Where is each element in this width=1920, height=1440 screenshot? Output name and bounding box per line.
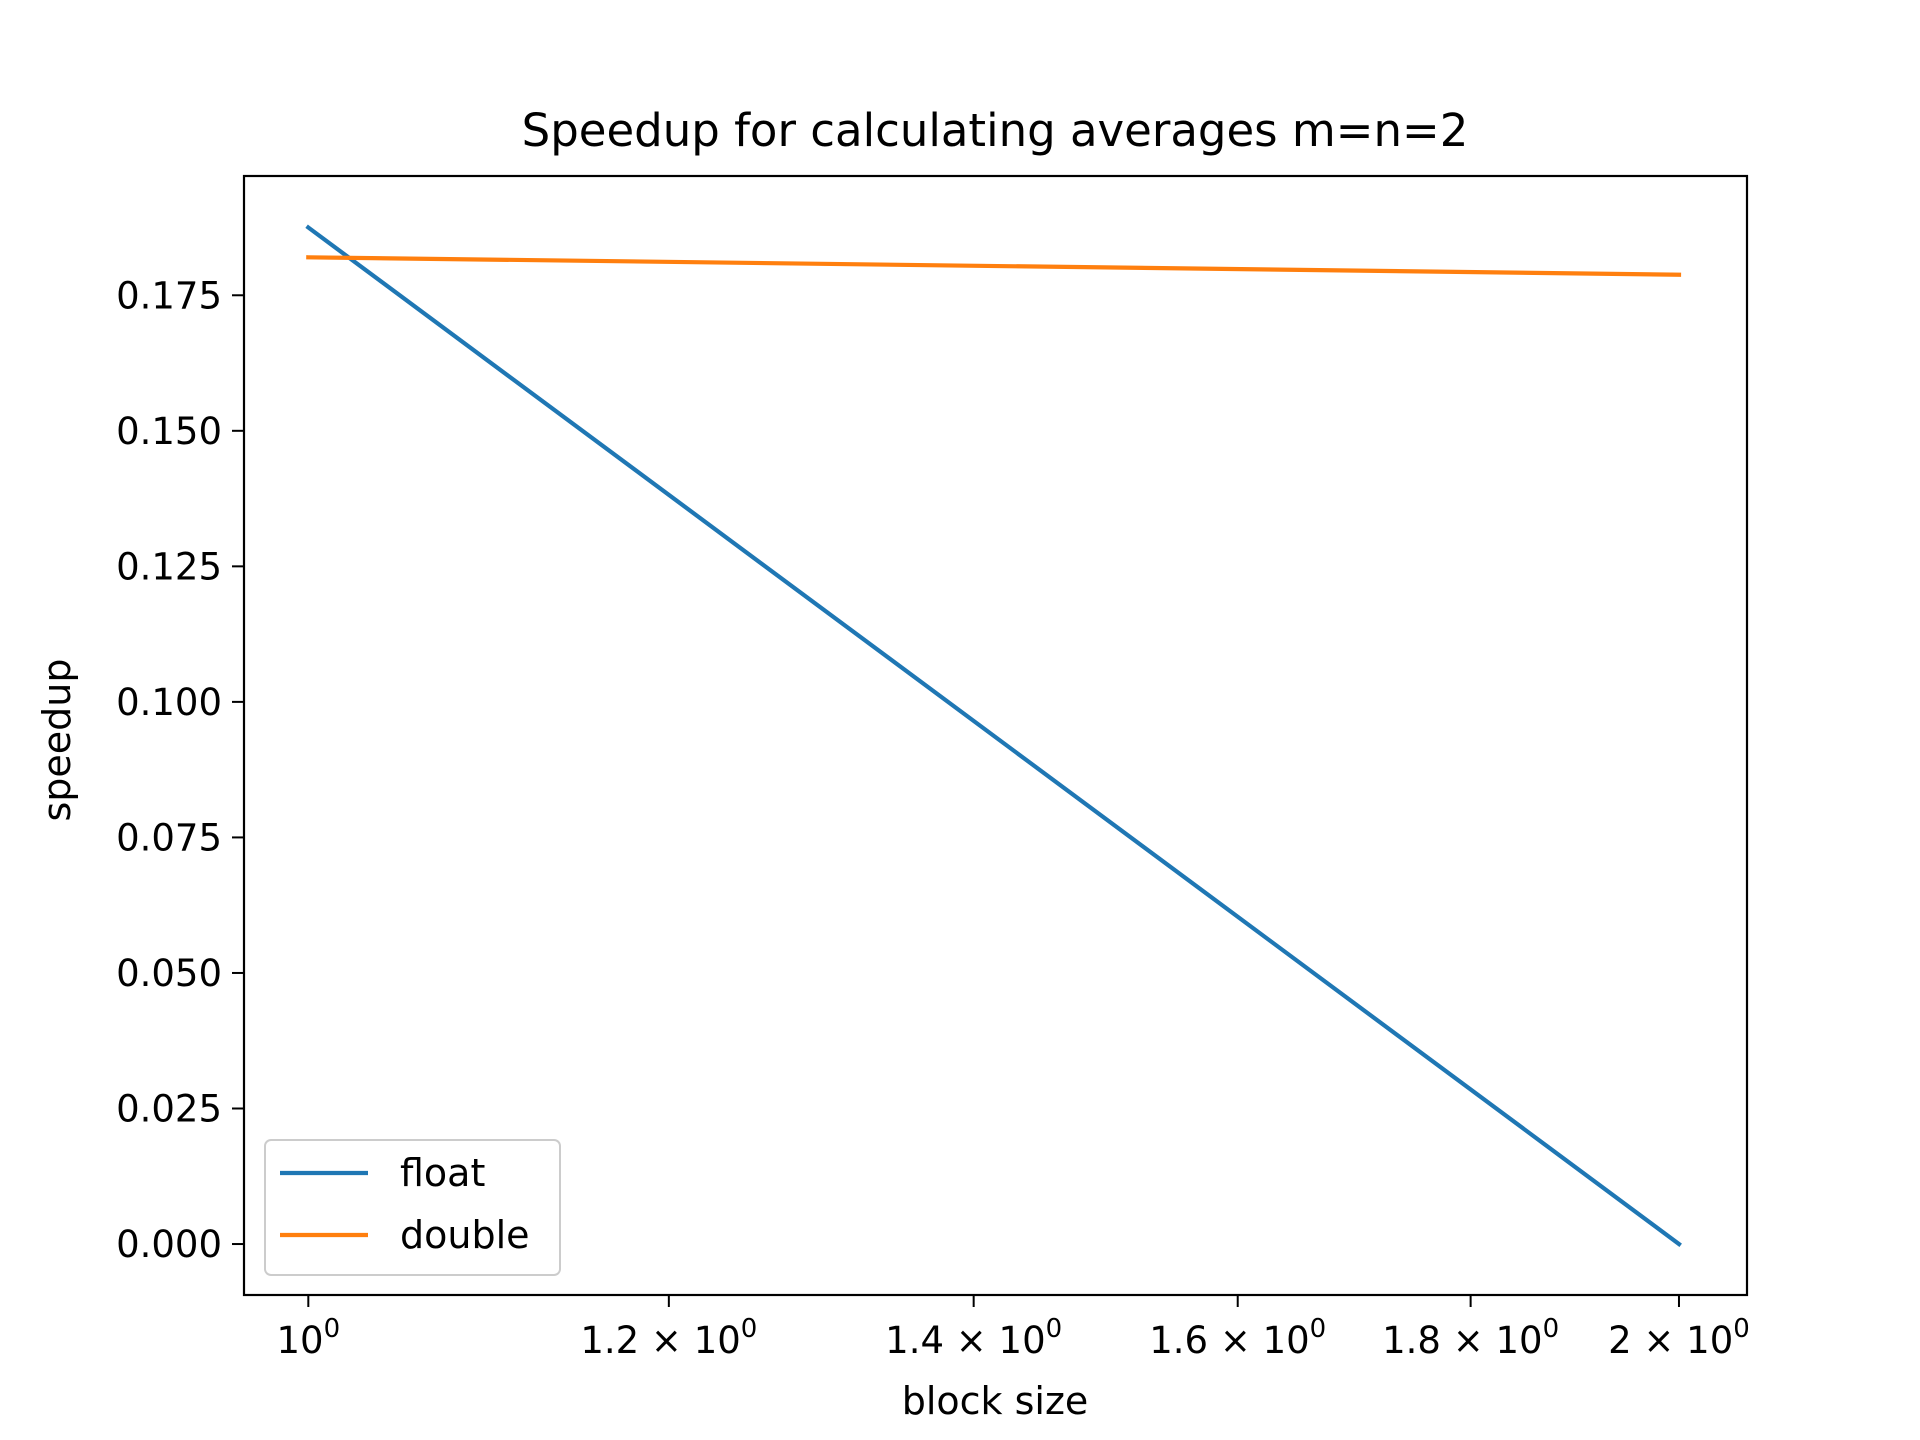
y-tick-label: 0.100 — [116, 681, 222, 724]
chart-title: Speedup for calculating averages m=n=2 — [522, 104, 1469, 157]
y-tick-label: 0.050 — [116, 952, 222, 995]
y-tick-label: 0.025 — [116, 1088, 222, 1131]
series-line-double — [306, 255, 1682, 277]
plot-area: 0.000 0.025 0.050 0.075 0.100 0.125 0.150 0.175… — [116, 174, 1750, 1362]
y-axis-label: speedup — [35, 658, 79, 821]
x-tick-label: 1.2 × 100 — [580, 1314, 757, 1362]
y-tick-label: 0.150 — [116, 410, 222, 453]
y-tick-label: 0.175 — [116, 274, 222, 317]
axes-frame — [242, 174, 1749, 1297]
y-tick-label: 0.000 — [116, 1223, 222, 1266]
series-line-float — [305, 224, 1682, 1247]
x-tick-label: 1.6 × 100 — [1149, 1314, 1326, 1362]
x-tick-label: 1.8 × 100 — [1382, 1314, 1559, 1362]
y-tick-label: 0.125 — [116, 545, 222, 588]
legend-label-float: float — [400, 1151, 485, 1195]
x-tick-label: 100 — [276, 1314, 340, 1362]
x-axis-label: block size — [902, 1379, 1089, 1423]
x-tick-label: 2 × 100 — [1608, 1314, 1750, 1362]
y-tick-label: 0.075 — [116, 816, 222, 859]
legend-label-double: double — [400, 1213, 530, 1257]
x-tick-label: 1.4 × 100 — [885, 1314, 1062, 1362]
